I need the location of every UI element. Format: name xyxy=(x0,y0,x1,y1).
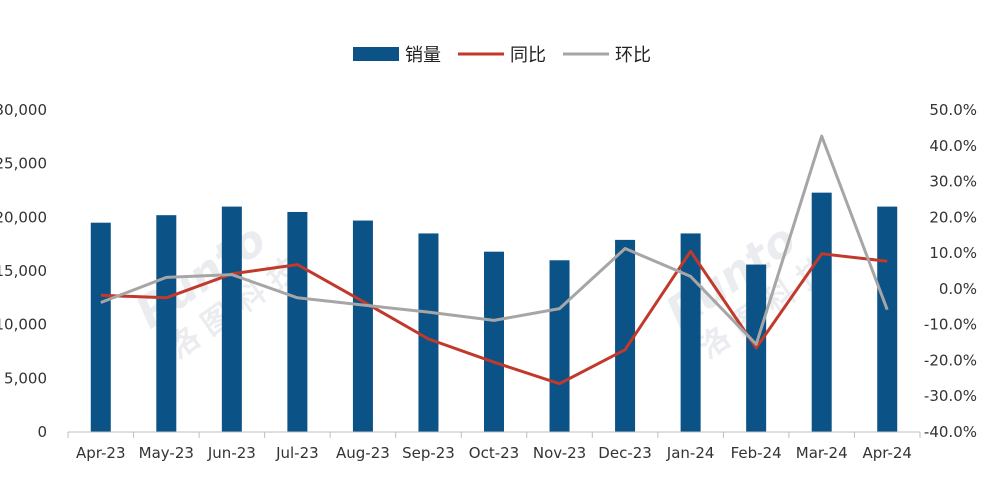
x-axis-tick-label: Nov-23 xyxy=(533,444,586,462)
left-axis-tick-label: 20,000 xyxy=(0,208,47,226)
right-axis-tick-label: 20.0% xyxy=(929,208,977,226)
x-axis-tick-label: Aug-23 xyxy=(336,444,390,462)
right-axis-tick-label: -30.0% xyxy=(924,387,977,405)
right-axis-tick-label: 0.0% xyxy=(939,280,977,298)
left-axis: 0 5,000 10,000 15,000 20,000 25,000 30,000 xyxy=(0,101,47,441)
right-axis-tick-label: -20.0% xyxy=(924,351,977,369)
right-axis-tick-label: 40.0% xyxy=(929,137,977,155)
bar xyxy=(811,192,832,432)
bar xyxy=(90,222,111,432)
right-axis-tick-label: 30.0% xyxy=(929,173,977,191)
bar xyxy=(352,220,373,432)
x-axis-tick-label: Apr-24 xyxy=(862,444,912,462)
legend-label: 环比 xyxy=(615,45,651,66)
left-axis-tick-label: 15,000 xyxy=(0,262,47,280)
bar xyxy=(615,239,636,432)
x-axis: Apr-23 May-23 Jun-23 Jul-23 Aug-23 Sep-23 Oct-… xyxy=(67,431,921,462)
x-axis-tick-label: Mar-24 xyxy=(796,444,848,462)
legend-label: 同比 xyxy=(510,45,546,66)
x-axis-tick-label: Jun-23 xyxy=(207,444,256,462)
bar xyxy=(287,211,308,432)
right-axis-tick-label: -10.0% xyxy=(924,316,977,334)
bar xyxy=(877,206,898,432)
x-axis-tick-label: Apr-23 xyxy=(76,444,126,462)
bar-series xyxy=(90,192,898,432)
left-axis-tick-label: 5,000 xyxy=(4,369,47,387)
left-axis-tick-label: 10,000 xyxy=(0,316,47,334)
bar xyxy=(418,233,439,432)
legend-swatch xyxy=(353,47,399,61)
x-axis-tick-label: May-23 xyxy=(139,444,194,462)
right-axis-tick-label: 50.0% xyxy=(929,101,977,119)
right-axis: -40.0% -30.0% -20.0% -10.0% 0.0% 10.0% 20.0% 30… xyxy=(924,101,977,441)
x-axis-tick-label: Jan-24 xyxy=(666,444,715,462)
legend-label: 销量 xyxy=(405,45,441,66)
x-axis-tick-label: Feb-24 xyxy=(731,444,782,462)
right-axis-tick-label: -40.0% xyxy=(924,423,977,441)
x-axis-tick-label: Oct-23 xyxy=(469,444,519,462)
bar xyxy=(484,251,504,432)
x-axis-tick-label: Jul-23 xyxy=(275,444,319,462)
x-axis-tick-label: Dec-23 xyxy=(598,444,652,462)
left-axis-tick-label: 0 xyxy=(37,423,47,441)
bar xyxy=(156,215,177,432)
bar xyxy=(221,206,242,432)
left-axis-tick-label: 30,000 xyxy=(0,101,47,119)
left-axis-tick-label: 25,000 xyxy=(0,155,47,173)
bar xyxy=(549,260,570,432)
line-series xyxy=(100,134,889,386)
right-axis-tick-label: 10.0% xyxy=(929,244,977,262)
x-axis-tick-label: Sep-23 xyxy=(402,444,455,462)
legend: 销量 同比 环比 xyxy=(353,45,651,66)
series-line xyxy=(100,134,889,346)
